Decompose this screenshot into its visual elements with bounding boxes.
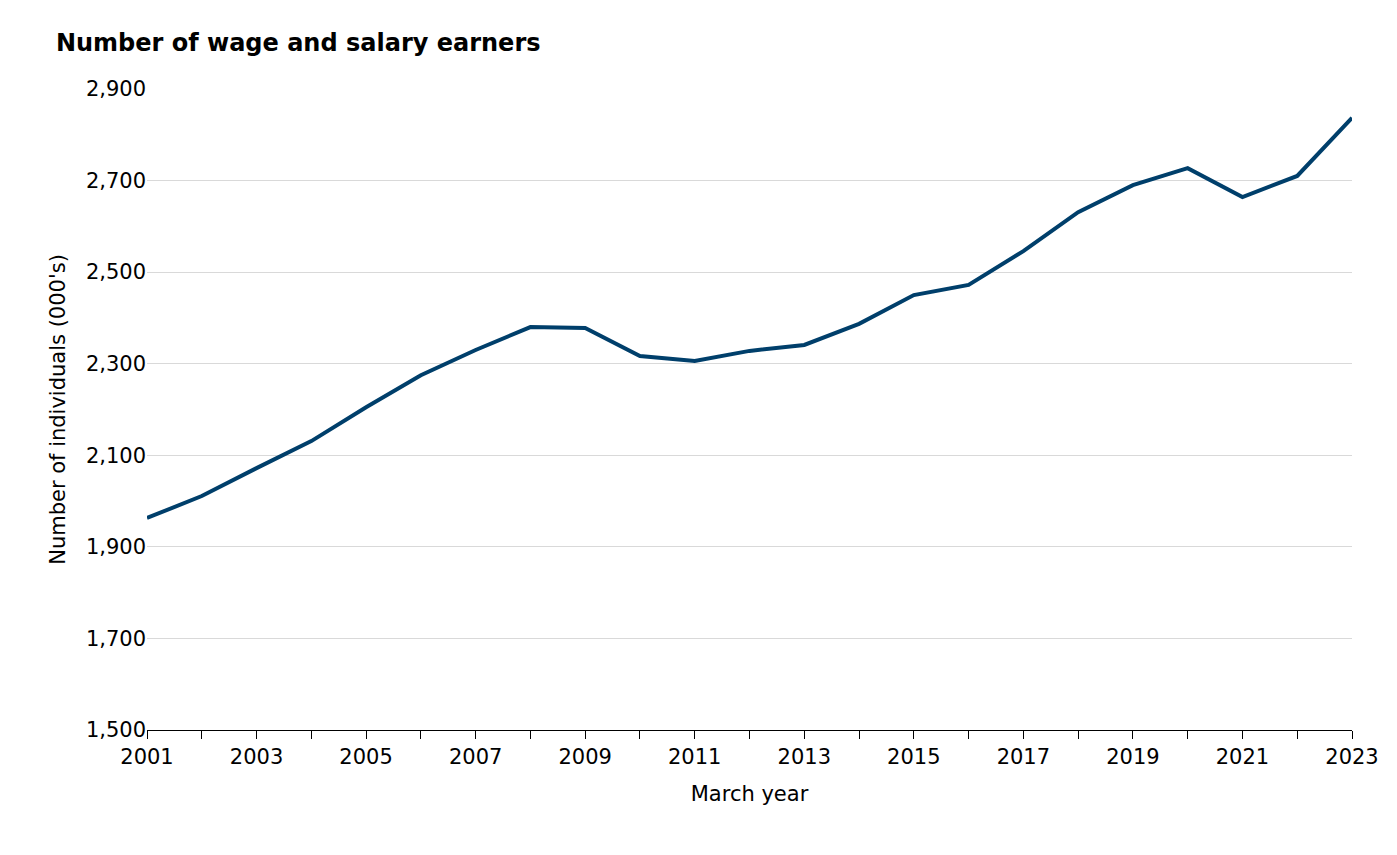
- svg-text:2007: 2007: [449, 745, 502, 769]
- svg-text:2017: 2017: [997, 745, 1050, 769]
- svg-text:2,500: 2,500: [86, 260, 146, 284]
- svg-text:1,700: 1,700: [86, 627, 146, 651]
- svg-text:2003: 2003: [230, 745, 283, 769]
- svg-text:Number of wage and salary earn: Number of wage and salary earners: [56, 29, 541, 57]
- svg-text:2,300: 2,300: [86, 352, 146, 376]
- svg-text:2009: 2009: [558, 745, 611, 769]
- svg-text:1,500: 1,500: [86, 718, 146, 742]
- svg-text:2021: 2021: [1216, 745, 1269, 769]
- svg-text:March year: March year: [691, 782, 809, 806]
- svg-text:2001: 2001: [120, 745, 173, 769]
- svg-text:2015: 2015: [887, 745, 940, 769]
- svg-text:2005: 2005: [339, 745, 392, 769]
- svg-text:2011: 2011: [668, 745, 721, 769]
- svg-text:2013: 2013: [778, 745, 831, 769]
- svg-text:2019: 2019: [1106, 745, 1159, 769]
- svg-text:2,700: 2,700: [86, 169, 146, 193]
- svg-text:2023: 2023: [1325, 745, 1378, 769]
- svg-text:2,100: 2,100: [86, 444, 146, 468]
- svg-text:1,900: 1,900: [86, 535, 146, 559]
- svg-text:Number of individuals (000's): Number of individuals (000's): [46, 254, 70, 565]
- svg-text:2,900: 2,900: [86, 77, 146, 101]
